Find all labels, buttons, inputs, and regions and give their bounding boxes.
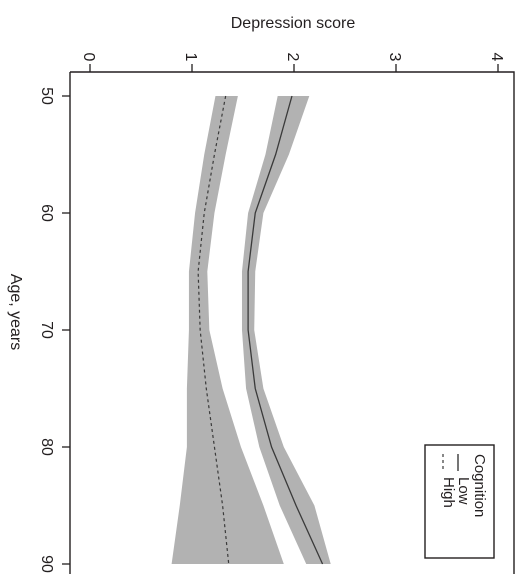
line-high — [197, 95, 230, 565]
line-low — [247, 95, 324, 565]
band-high — [171, 96, 284, 564]
legend: Cognition Low High — [424, 444, 495, 559]
x-tick-label-80: 80 — [38, 438, 55, 456]
y-tick-label-1: 1 — [182, 53, 199, 62]
y-tick-label-0: 0 — [80, 53, 97, 62]
legend-box — [424, 444, 495, 559]
x-tick-label-70: 70 — [38, 321, 55, 339]
confidence-bands — [171, 96, 331, 564]
y-tick-label-4: 4 — [488, 53, 505, 62]
x-tick-label-60: 60 — [38, 204, 55, 222]
series-lines — [197, 95, 324, 565]
axes: 0 1 2 3 4 50 60 70 80 90 — [38, 53, 505, 573]
y-tick-label-3: 3 — [386, 53, 403, 62]
x-tick-label-90: 90 — [38, 555, 55, 573]
plot-frame — [69, 71, 515, 574]
x-axis-title: Age, years — [7, 274, 24, 350]
x-tick-label-50: 50 — [38, 87, 55, 105]
legend-title: Cognition — [471, 454, 488, 517]
y-tick-label-2: 2 — [284, 53, 301, 62]
y-axis-title: Depression score — [231, 15, 356, 32]
band-low — [241, 96, 331, 564]
legend-label-low: Low — [455, 477, 472, 505]
legend-label-high: High — [440, 477, 457, 508]
